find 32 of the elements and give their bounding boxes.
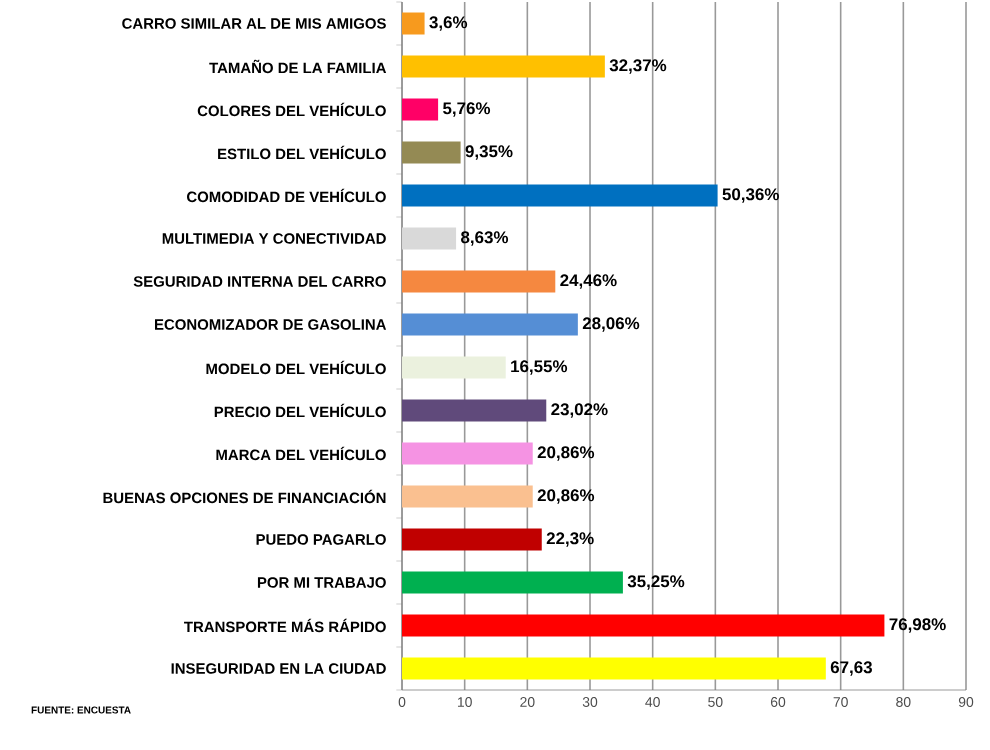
bar [402, 356, 506, 379]
data-label: 76,98% [889, 618, 946, 633]
data-label: 35,25% [627, 575, 685, 590]
bar [402, 141, 461, 164]
data-label: 9,35% [465, 145, 513, 160]
bar [402, 98, 439, 121]
bar [402, 399, 547, 422]
data-label: 24,46% [560, 274, 617, 289]
bar [402, 12, 425, 35]
bar [402, 485, 533, 508]
data-label: 20,86% [537, 446, 595, 461]
bar [402, 571, 623, 594]
data-label: 67,63 [830, 661, 872, 676]
bar [402, 184, 718, 207]
bar [402, 270, 556, 293]
bar [402, 657, 826, 680]
bar [402, 614, 885, 637]
bar [402, 227, 457, 250]
bar [402, 313, 578, 336]
data-label: 32,37% [609, 59, 667, 74]
data-label: 8,63% [461, 231, 509, 246]
data-label: 23,02% [551, 403, 608, 418]
data-label: 22,3% [546, 532, 594, 547]
bar [402, 528, 542, 551]
data-label: 3,6% [429, 16, 468, 31]
data-label: 28,06% [582, 317, 640, 332]
bar [402, 442, 533, 465]
data-label: 20,86% [537, 489, 595, 504]
data-label: 16,55% [511, 360, 568, 375]
data-label: 5,76% [443, 102, 491, 117]
data-label: 50,36% [722, 188, 779, 203]
bar [402, 55, 605, 78]
